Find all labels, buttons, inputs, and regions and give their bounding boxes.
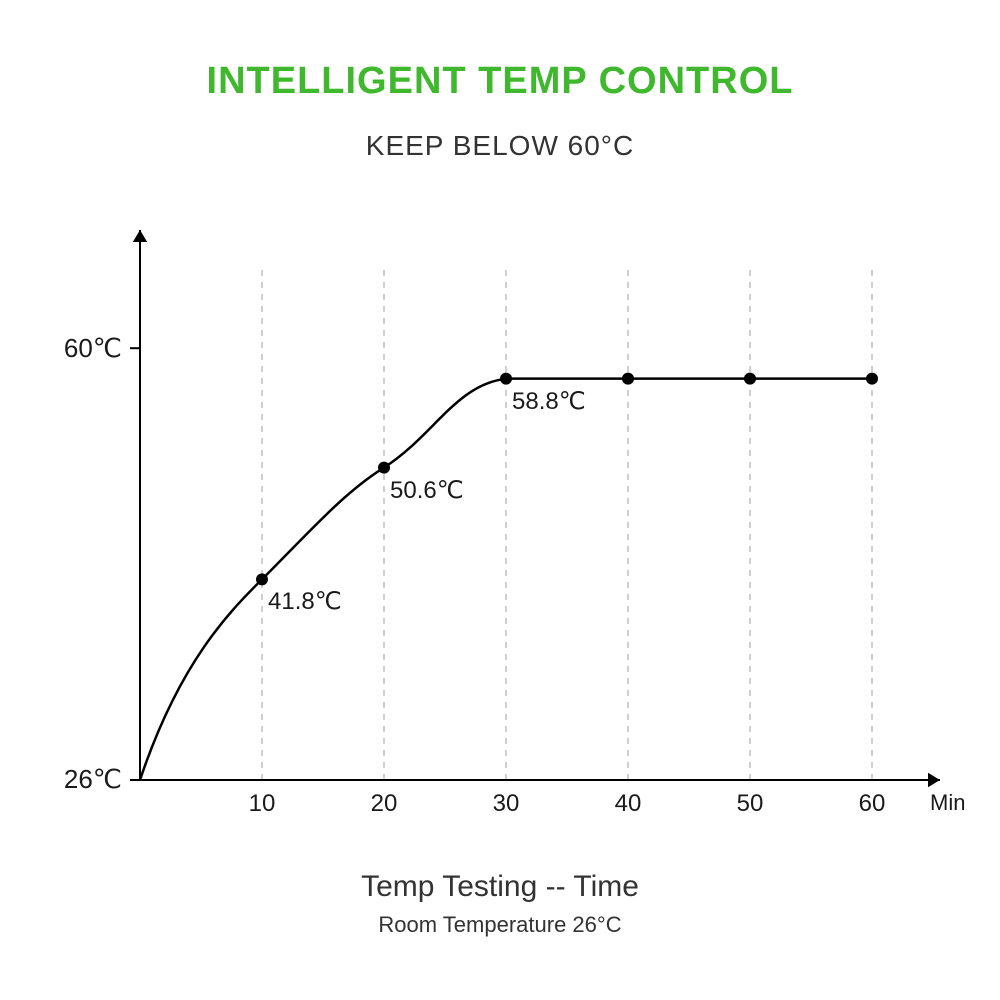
data-point-label: 50.6℃ <box>390 476 464 505</box>
data-point-label: 58.8℃ <box>512 387 586 416</box>
caption-line-2: Room Temperature 26°C <box>0 912 1000 938</box>
page-title: INTELLIGENT TEMP CONTROL <box>0 60 1000 103</box>
data-point-label: 41.8℃ <box>268 587 342 616</box>
x-axis-label: Min <box>930 790 965 816</box>
y-tick-label: 60℃ <box>0 333 122 364</box>
y-tick-label: 26℃ <box>0 764 122 795</box>
page-subtitle: KEEP BELOW 60°C <box>0 130 1000 162</box>
temp-chart: 26℃ 60℃ 10 20 30 40 50 60 Min 41.8℃ 50.6℃ 58.8℃ <box>0 210 1000 830</box>
chart-svg <box>0 210 1000 850</box>
x-tick-label: 50 <box>720 790 780 818</box>
x-tick-label: 20 <box>354 790 414 818</box>
x-tick-label: 60 <box>842 790 902 818</box>
x-tick-label: 40 <box>598 790 658 818</box>
x-tick-label: 10 <box>232 790 292 818</box>
caption-line-1: Temp Testing -- Time <box>0 870 1000 904</box>
x-tick-label: 30 <box>476 790 536 818</box>
